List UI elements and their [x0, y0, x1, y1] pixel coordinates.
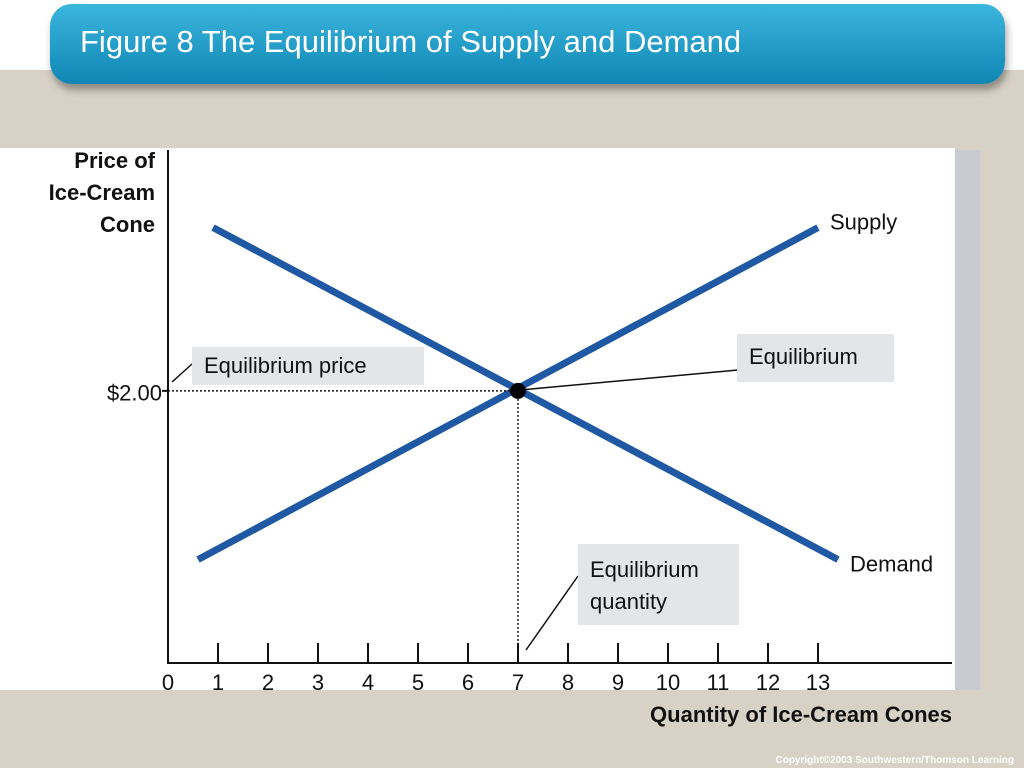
x-tick-label: 1 — [212, 670, 224, 695]
x-tick-label: 0 — [162, 670, 174, 695]
y-axis-label-line: Price of — [74, 148, 155, 173]
series-label: Supply — [830, 209, 897, 234]
callout-line — [171, 363, 193, 383]
x-tick-label: 13 — [806, 670, 830, 695]
series-label: Demand — [850, 551, 933, 576]
callout-line — [525, 575, 579, 651]
x-tick-label: 2 — [262, 670, 274, 695]
annotation: Equilibrium quantity — [578, 544, 739, 625]
panel-shadow — [955, 150, 980, 690]
x-tick-label: 4 — [362, 670, 374, 695]
x-tick-label: 11 — [707, 670, 730, 695]
x-tick-label: 9 — [612, 670, 624, 695]
series-line — [196, 224, 820, 563]
x-tick-label: 6 — [462, 670, 474, 695]
x-tick-label: 7 — [512, 670, 524, 695]
annotation: Equilibrium — [737, 334, 894, 382]
x-axis-label: Quantity of Ice-Cream Cones — [650, 702, 952, 727]
annotation: Equilibrium price — [192, 347, 424, 385]
chart-title: Figure 8 The Equilibrium of Supply and D… — [50, 4, 1005, 84]
y-tick-label: $2.00 — [107, 381, 162, 406]
y-axis-label-line: Ice-Cream — [49, 180, 155, 205]
equilibrium-point — [510, 382, 526, 399]
y-axis-label: Price of Ice-Cream Cone — [49, 148, 156, 237]
x-tick-label: 10 — [656, 670, 680, 695]
x-tick-label: 12 — [756, 670, 780, 695]
footer: Copyright©2003 Southwestern/Thomson Lear… — [775, 755, 1014, 766]
x-tick-label: 5 — [412, 670, 424, 695]
y-axis-label-line: Cone — [100, 212, 155, 237]
x-tick-label: 8 — [562, 670, 574, 695]
x-tick-label: 3 — [312, 670, 324, 695]
callout-line — [519, 369, 739, 391]
